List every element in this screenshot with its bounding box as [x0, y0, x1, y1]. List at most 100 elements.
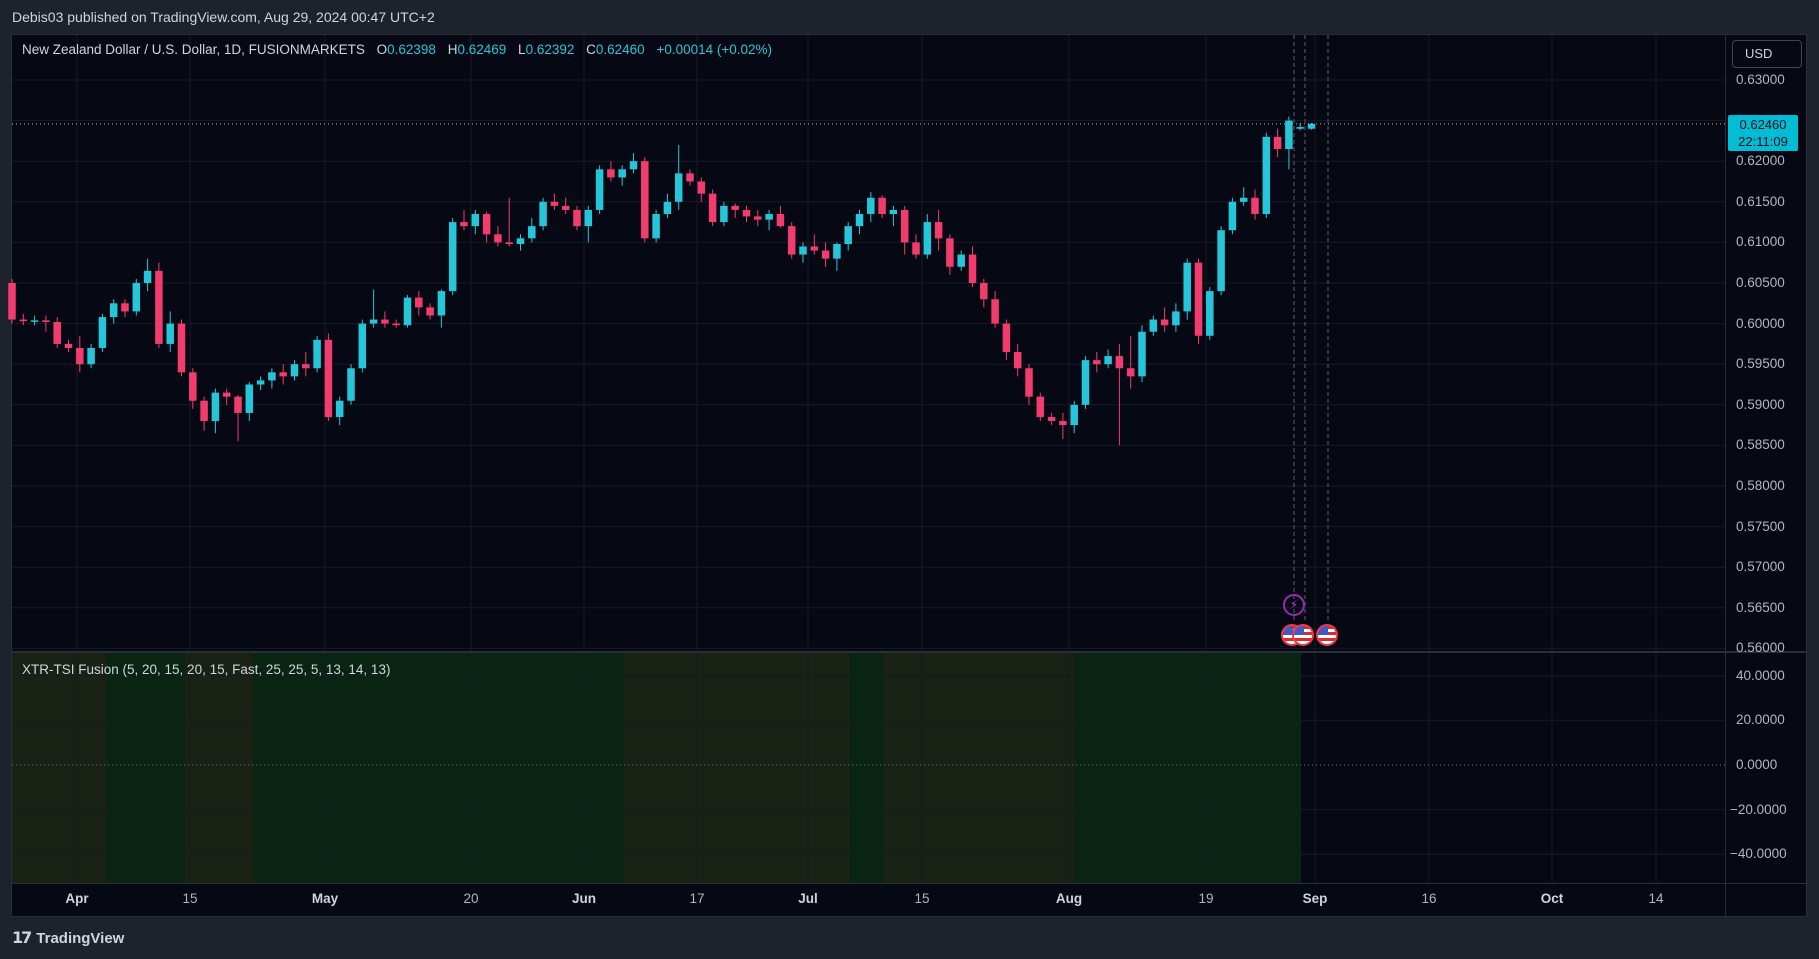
candle[interactable] — [347, 364, 355, 405]
candle[interactable] — [1239, 187, 1248, 206]
candle[interactable] — [663, 193, 672, 219]
candle[interactable] — [889, 205, 898, 227]
candle[interactable] — [528, 218, 536, 243]
candle[interactable] — [313, 335, 321, 373]
candle[interactable] — [42, 315, 50, 332]
candle[interactable] — [87, 343, 95, 369]
candle[interactable] — [867, 192, 875, 223]
candle[interactable] — [900, 205, 909, 255]
candle[interactable] — [844, 222, 852, 251]
footer-brand[interactable]: 𝟭𝟳 TradingView — [12, 927, 124, 951]
candle[interactable] — [200, 396, 208, 431]
candle[interactable] — [1307, 123, 1316, 130]
candle[interactable] — [1047, 412, 1056, 426]
candle[interactable] — [1104, 349, 1112, 369]
candle[interactable] — [279, 364, 287, 385]
lightning-event-icon[interactable]: ⚡ — [1283, 594, 1305, 616]
candle[interactable] — [1206, 287, 1214, 340]
candle[interactable] — [1025, 364, 1033, 405]
candle[interactable] — [1217, 226, 1225, 296]
candle[interactable] — [381, 311, 389, 328]
candle[interactable] — [471, 209, 480, 235]
candle[interactable] — [143, 258, 152, 292]
candle[interactable] — [855, 209, 864, 235]
candle[interactable] — [686, 169, 694, 186]
candle[interactable] — [448, 218, 457, 296]
candle[interactable] — [1126, 335, 1135, 389]
candle[interactable] — [946, 234, 954, 275]
candle[interactable] — [957, 250, 965, 271]
candle[interactable] — [392, 319, 400, 328]
candle[interactable] — [358, 319, 367, 373]
candle[interactable] — [1194, 258, 1203, 344]
candle[interactable] — [561, 197, 570, 214]
candle[interactable] — [765, 209, 773, 231]
candle[interactable] — [335, 396, 344, 426]
candle[interactable] — [494, 226, 502, 247]
candle[interactable] — [30, 315, 39, 326]
candle[interactable] — [708, 189, 717, 227]
candle[interactable] — [324, 333, 333, 422]
candle[interactable] — [833, 242, 841, 271]
candle[interactable] — [1138, 325, 1146, 383]
us-flag-event-icon[interactable] — [1292, 624, 1314, 646]
candle[interactable] — [1273, 128, 1282, 158]
symbol-legend[interactable]: New Zealand Dollar / U.S. Dollar, 1D, FU… — [22, 42, 772, 57]
candle[interactable] — [1262, 132, 1271, 219]
candle[interactable] — [550, 193, 559, 210]
candle[interactable] — [369, 289, 378, 328]
candle[interactable] — [799, 242, 807, 263]
candle[interactable] — [912, 234, 920, 259]
candle[interactable] — [177, 319, 186, 377]
candle[interactable] — [234, 395, 242, 442]
candle[interactable] — [878, 195, 886, 219]
candle[interactable] — [76, 335, 84, 373]
candle[interactable] — [245, 382, 254, 422]
candle[interactable] — [595, 165, 604, 214]
candle[interactable] — [573, 205, 581, 231]
candle[interactable] — [98, 313, 107, 353]
candle[interactable] — [8, 278, 16, 324]
candle[interactable] — [505, 197, 513, 247]
candle[interactable] — [155, 262, 163, 348]
candle[interactable] — [607, 161, 615, 182]
candle[interactable] — [121, 299, 129, 318]
pane-divider[interactable] — [11, 651, 1807, 653]
candle[interactable] — [415, 291, 423, 316]
candle[interactable] — [1013, 343, 1022, 377]
candle[interactable] — [754, 209, 762, 227]
candle[interactable] — [132, 278, 141, 316]
candle[interactable] — [720, 201, 728, 227]
candle[interactable] — [1160, 307, 1169, 332]
candle[interactable] — [810, 234, 819, 255]
candle[interactable] — [482, 211, 491, 243]
candle[interactable] — [460, 209, 468, 231]
candle[interactable] — [437, 289, 446, 328]
candle[interactable] — [1172, 303, 1180, 332]
candle[interactable] — [821, 242, 830, 267]
candle[interactable] — [991, 291, 999, 328]
candle[interactable] — [1002, 319, 1011, 361]
candle[interactable] — [166, 311, 174, 353]
us-flag-event-icon[interactable] — [1316, 624, 1338, 646]
candle[interactable] — [1183, 258, 1191, 320]
candle[interactable] — [53, 317, 61, 348]
candle[interactable] — [426, 303, 434, 320]
symbol-title[interactable]: New Zealand Dollar / U.S. Dollar, 1D, FU… — [22, 42, 365, 57]
candle[interactable] — [674, 144, 683, 210]
candle[interactable] — [629, 153, 638, 174]
candle[interactable] — [1036, 392, 1045, 422]
candle[interactable] — [1285, 116, 1293, 170]
candle[interactable] — [584, 205, 593, 243]
candle[interactable] — [302, 352, 310, 377]
candle[interactable] — [652, 209, 660, 243]
candle[interactable] — [256, 376, 265, 391]
candle[interactable] — [742, 205, 751, 223]
candle[interactable] — [1228, 197, 1237, 235]
candle[interactable] — [64, 339, 73, 353]
candle[interactable] — [968, 246, 977, 288]
candle[interactable] — [1115, 343, 1124, 446]
candle[interactable] — [731, 203, 739, 219]
candle[interactable] — [787, 222, 796, 259]
